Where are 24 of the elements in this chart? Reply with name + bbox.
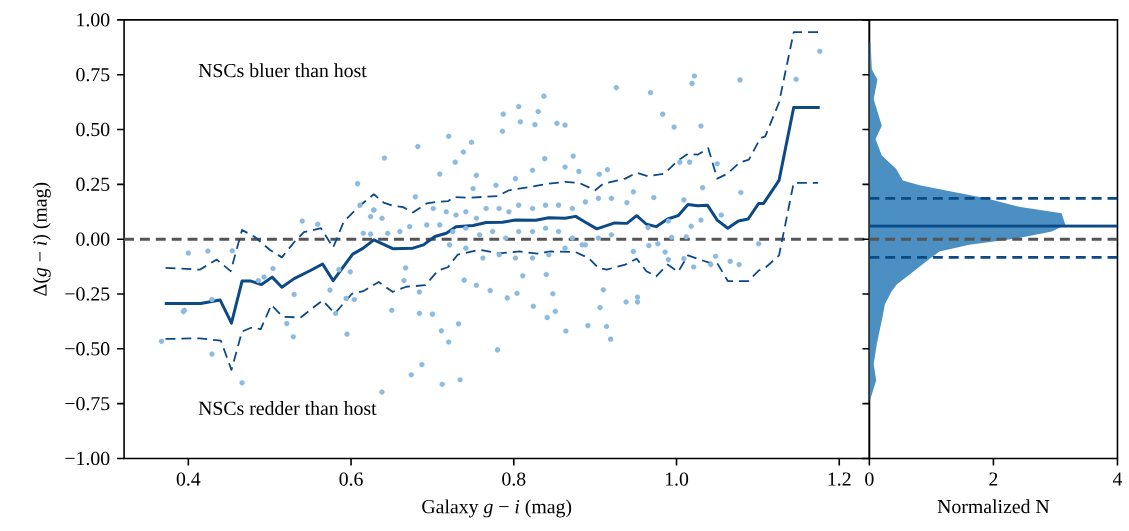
y-tick-label: 0.25: [76, 177, 110, 192]
x-axis-title: Normalized N: [937, 499, 1050, 514]
x-tick-label: 0.6: [339, 472, 363, 486]
x-tick-label: 1.2: [828, 472, 851, 486]
y-tick-label: −0.75: [65, 396, 110, 411]
x-tick-label: 4: [1112, 472, 1123, 486]
y-tick-label: 1.00: [77, 13, 110, 27]
x-tick-label: 0.8: [502, 472, 526, 486]
y-tick-label: −0.25: [65, 287, 110, 301]
annotation: NSCs redder than host: [198, 401, 377, 416]
y-tick-label: 0.75: [76, 68, 110, 82]
y-tick-label: 0.00: [76, 232, 110, 246]
line-series: [163, 106, 822, 325]
y-tick-label: −0.50: [65, 342, 110, 356]
y-tick-label: 0.50: [76, 122, 110, 137]
x-tick-label: 0: [865, 472, 874, 486]
x-tick-label: 0.4: [176, 472, 201, 486]
x-tick-label: 2: [989, 472, 998, 486]
x-tick-label: 1.0: [665, 472, 689, 486]
line-series: [164, 31, 819, 273]
y-tick-label: −1.00: [65, 451, 110, 466]
annotation: NSCs bluer than host: [198, 63, 367, 78]
y-axis-title: Δ(g − i) (mag): [32, 182, 51, 296]
x-axis-title: Galaxy g − i (mag): [422, 499, 572, 518]
